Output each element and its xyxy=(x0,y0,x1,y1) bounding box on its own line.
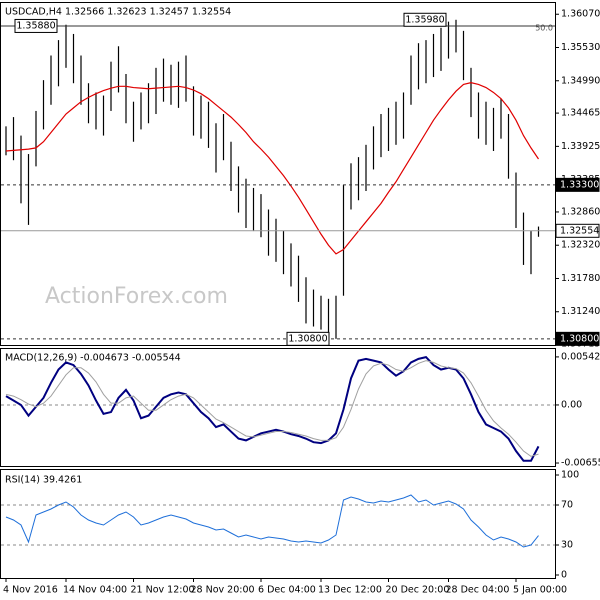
y-tick-label: 1.34465 xyxy=(561,108,600,119)
x-tick-label: 14 Nov 04:00 xyxy=(63,585,127,596)
fib-label: 50.0 xyxy=(535,24,553,33)
axis-tag xyxy=(555,223,600,238)
y-tick-label: 1.31780 xyxy=(561,273,600,284)
x-tick-label: 13 Dec 12:00 xyxy=(318,585,382,596)
panel-title: MACD(12,26,9) -0.004673 -0.005544 xyxy=(5,353,181,364)
axis-tag xyxy=(555,177,600,192)
level-tag xyxy=(403,12,447,27)
level-tag-label: 1.35980 xyxy=(405,14,444,25)
indicator-line xyxy=(5,494,539,548)
x-tick-label: 28 Dec 04:00 xyxy=(446,585,510,596)
axis-tag xyxy=(555,331,600,346)
indicator-line xyxy=(5,360,539,457)
y-tick-label: -0.006551 xyxy=(561,458,600,469)
y-tick-label: 70 xyxy=(561,500,573,511)
y-tick-label: 1.36070 xyxy=(561,9,600,20)
x-tick-label: 4 Nov 2016 xyxy=(3,585,58,596)
moving-average xyxy=(5,81,539,255)
y-tick-label: 30 xyxy=(561,540,573,551)
axis-tag-label: 1.30800 xyxy=(560,333,599,344)
x-tick-label: 5 Jan 00:00 xyxy=(513,585,567,596)
x-tick-label: 21 Nov 12:00 xyxy=(131,585,195,596)
axis-tag-label: 1.32554 xyxy=(560,225,599,236)
panel-title: RSI(14) 39.4261 xyxy=(5,475,82,486)
y-tick-label: 1.31240 xyxy=(561,306,600,317)
x-tick-label: 6 Dec 04:00 xyxy=(258,585,316,596)
y-tick-label: 100 xyxy=(561,470,579,481)
level-tag-label: 1.35880 xyxy=(16,20,55,31)
macd-panel xyxy=(0,348,556,467)
level-tag xyxy=(286,331,330,346)
y-tick-label: 1.34990 xyxy=(561,75,600,86)
x-tick-label: 28 Nov 20:00 xyxy=(191,585,255,596)
x-tick-label: 20 Dec 20:00 xyxy=(386,585,450,596)
price-panel xyxy=(0,2,556,346)
level-tag-label: 1.30800 xyxy=(288,333,327,344)
rsi-panel xyxy=(0,469,556,579)
watermark: ActionForex.com xyxy=(45,284,228,309)
panel-title: USDCAD,H4 1.32566 1.32623 1.32457 1.3255… xyxy=(5,7,231,18)
y-tick-label: 0 xyxy=(561,570,567,581)
y-tick-label: 0.00 xyxy=(561,399,582,410)
y-tick-label: 1.32320 xyxy=(561,240,600,251)
level-tag xyxy=(14,18,58,33)
y-tick-label: 1.33925 xyxy=(561,141,600,152)
y-tick-label: 0.00542 xyxy=(561,351,600,362)
y-tick-label: 1.32860 xyxy=(561,206,600,217)
y-tick-label: 1.35530 xyxy=(561,42,600,53)
axis-tag-label: 1.33300 xyxy=(560,179,599,190)
